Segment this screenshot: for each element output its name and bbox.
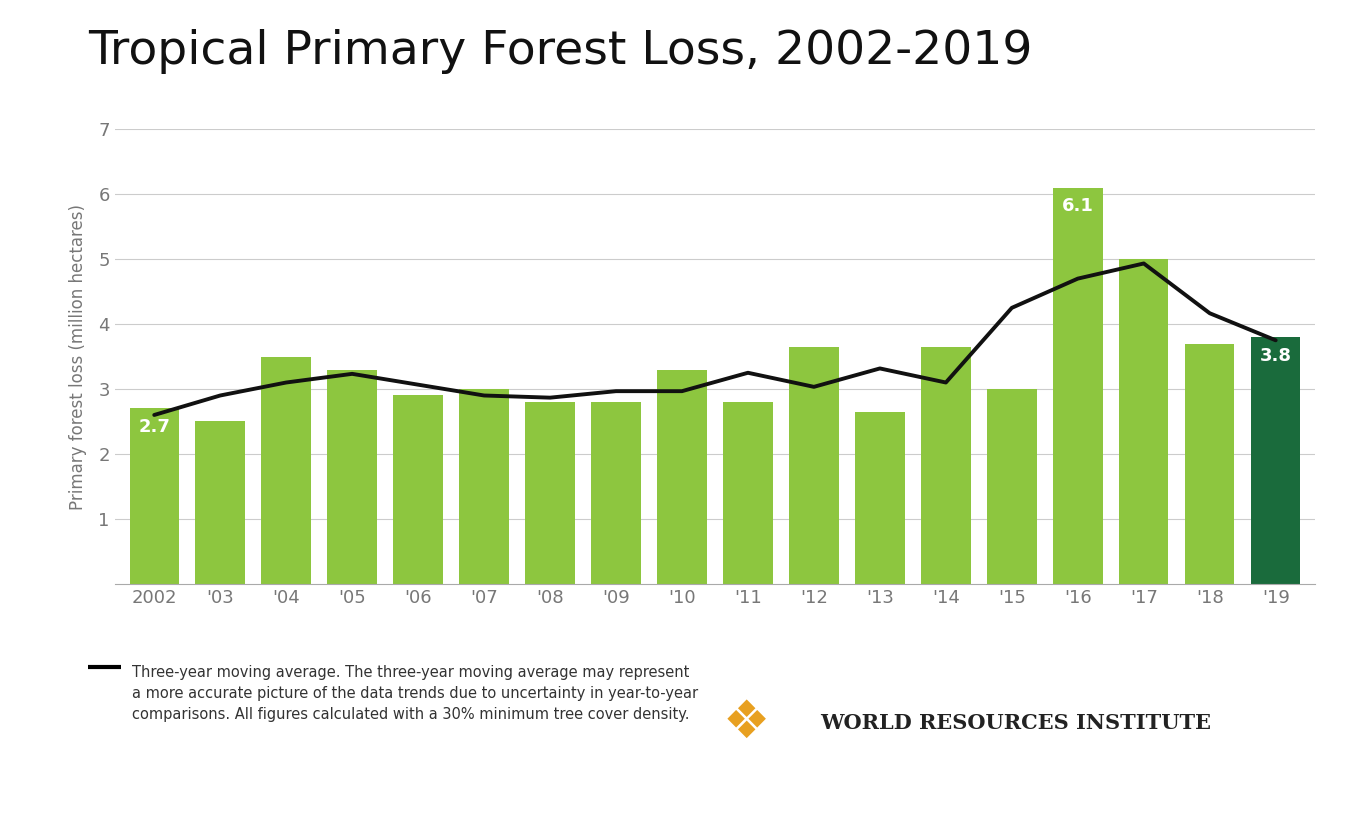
Bar xyxy=(130,409,179,584)
Bar xyxy=(921,347,970,584)
Text: 3.8: 3.8 xyxy=(1260,347,1292,364)
Bar xyxy=(328,369,376,584)
Bar xyxy=(1054,188,1102,584)
Bar xyxy=(262,357,310,584)
Text: ❖: ❖ xyxy=(722,697,770,749)
Y-axis label: Primary forest loss (million hectares): Primary forest loss (million hectares) xyxy=(69,203,88,510)
Text: GLOBAL
FOREST
WATCH: GLOBAL FOREST WATCH xyxy=(635,700,693,747)
Bar xyxy=(394,395,442,584)
Bar xyxy=(789,347,839,584)
Bar xyxy=(1120,259,1168,584)
Bar xyxy=(855,412,905,584)
Bar xyxy=(591,402,641,584)
Bar xyxy=(987,389,1036,584)
Bar xyxy=(1184,344,1234,584)
Text: WORLD RESOURCES INSTITUTE: WORLD RESOURCES INSTITUTE xyxy=(820,713,1211,733)
Bar xyxy=(657,369,707,584)
Text: 6.1: 6.1 xyxy=(1062,198,1094,215)
Bar xyxy=(1251,337,1300,584)
Bar xyxy=(723,402,773,584)
Text: Three-year moving average. The three-year moving average may represent
a more ac: Three-year moving average. The three-yea… xyxy=(132,665,699,721)
Bar xyxy=(525,402,575,584)
Bar xyxy=(196,421,246,584)
Text: Tropical Primary Forest Loss, 2002-2019: Tropical Primary Forest Loss, 2002-2019 xyxy=(88,29,1032,74)
Text: 2.7: 2.7 xyxy=(139,418,170,436)
Bar xyxy=(460,389,509,584)
